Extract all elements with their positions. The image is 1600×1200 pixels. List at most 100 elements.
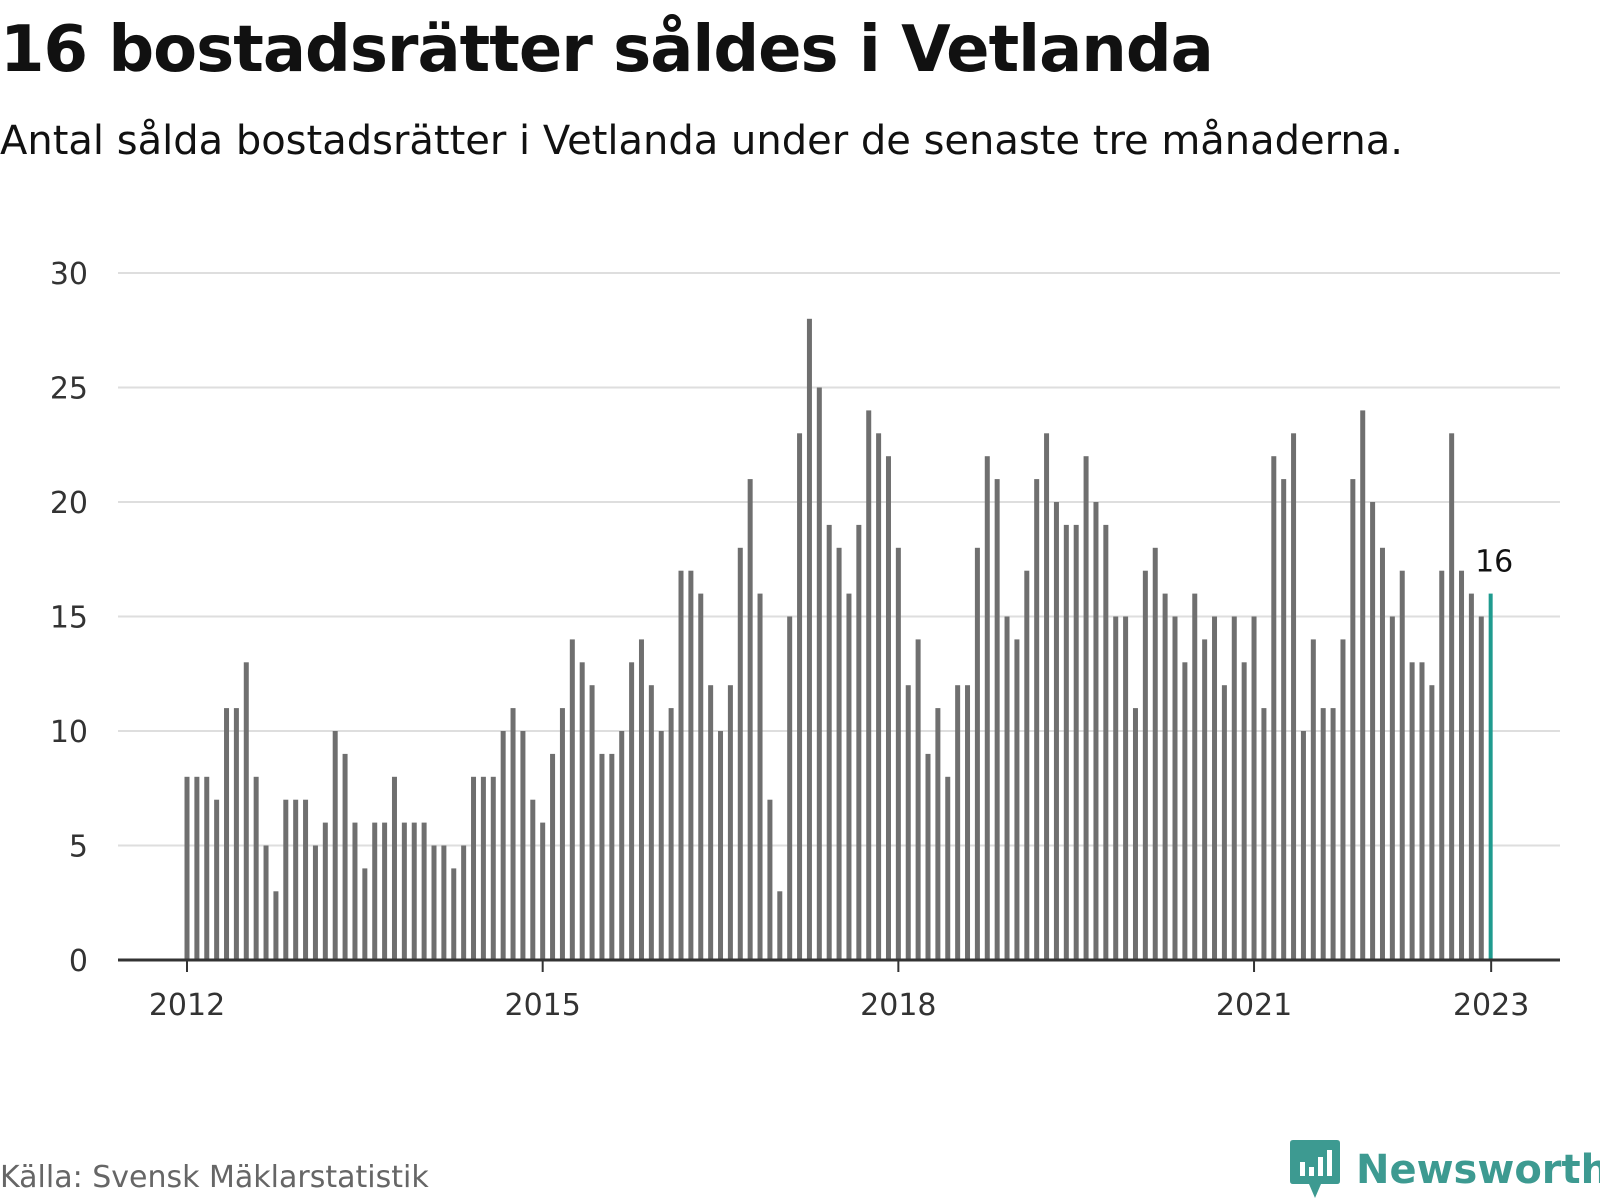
bar bbox=[678, 570, 684, 960]
bar bbox=[253, 776, 259, 960]
y-tick-label: 5 bbox=[69, 830, 88, 865]
bar bbox=[757, 593, 763, 960]
bar bbox=[411, 822, 417, 960]
bar bbox=[224, 708, 230, 960]
bar bbox=[283, 799, 289, 960]
bar bbox=[352, 822, 358, 960]
bar bbox=[1291, 433, 1297, 960]
bar bbox=[599, 753, 605, 960]
bar bbox=[925, 753, 931, 960]
bar bbox=[698, 593, 704, 960]
bar bbox=[648, 685, 654, 960]
brand-logo: Newsworthy bbox=[1290, 1140, 1600, 1200]
bar bbox=[214, 799, 220, 960]
bar bbox=[1310, 639, 1316, 960]
bar bbox=[708, 685, 714, 960]
bar bbox=[1063, 524, 1069, 960]
bar bbox=[1389, 616, 1395, 960]
bar bbox=[579, 662, 585, 960]
bar bbox=[530, 799, 536, 960]
bar bbox=[1300, 731, 1306, 960]
bar bbox=[461, 845, 467, 960]
bar bbox=[806, 318, 812, 960]
data-labels: 16 bbox=[1475, 545, 1513, 580]
y-tick-label: 15 bbox=[50, 601, 88, 636]
bar bbox=[312, 845, 318, 960]
bar bbox=[1192, 593, 1198, 960]
bar bbox=[263, 845, 269, 960]
bar bbox=[243, 662, 249, 960]
bar bbox=[1014, 639, 1020, 960]
y-tick-label: 0 bbox=[69, 944, 88, 979]
x-tick-label: 2015 bbox=[505, 988, 581, 1023]
bar bbox=[935, 708, 941, 960]
bar bbox=[856, 524, 862, 960]
bar bbox=[1083, 456, 1089, 960]
bar bbox=[1261, 708, 1267, 960]
bar bbox=[1182, 662, 1188, 960]
bar bbox=[945, 776, 951, 960]
bar bbox=[1212, 616, 1218, 960]
x-axis-ticks: 2012 2015 2018 2021 2023 bbox=[149, 960, 1529, 1023]
bar bbox=[727, 685, 733, 960]
bar bbox=[1231, 616, 1237, 960]
bar bbox=[273, 891, 279, 960]
bar bbox=[204, 776, 210, 960]
bar bbox=[589, 685, 595, 960]
bar bbox=[1152, 547, 1158, 960]
bar bbox=[1024, 570, 1030, 960]
bar bbox=[658, 731, 664, 960]
bar bbox=[1379, 547, 1385, 960]
bar bbox=[332, 731, 338, 960]
brand-name: Newsworthy bbox=[1356, 1147, 1600, 1193]
bar bbox=[787, 616, 793, 960]
bar bbox=[984, 456, 990, 960]
source-note: Källa: Svensk Mäklarstatistik bbox=[0, 1160, 429, 1195]
chart-title: 16 bostadsrätter såldes i Vetlanda bbox=[0, 13, 1214, 87]
bar bbox=[1103, 524, 1109, 960]
bar bbox=[1419, 662, 1425, 960]
bar bbox=[876, 433, 882, 960]
bar bbox=[1478, 616, 1484, 960]
bar bbox=[401, 822, 407, 960]
bar bbox=[1409, 662, 1415, 960]
bar bbox=[846, 593, 852, 960]
bar bbox=[184, 776, 190, 960]
bar bbox=[609, 753, 615, 960]
bar bbox=[1132, 708, 1138, 960]
bar bbox=[1350, 479, 1356, 960]
bar bbox=[233, 708, 239, 960]
x-tick-label: 2018 bbox=[860, 988, 936, 1023]
bar-highlight bbox=[1488, 593, 1493, 960]
bar bbox=[1221, 685, 1227, 960]
bar bbox=[688, 570, 694, 960]
bar bbox=[194, 776, 200, 960]
bar bbox=[1449, 433, 1455, 960]
bar bbox=[569, 639, 575, 960]
bar bbox=[1459, 570, 1465, 960]
bar bbox=[836, 547, 842, 960]
bar bbox=[1044, 433, 1050, 960]
bar bbox=[342, 753, 348, 960]
bar bbox=[1468, 593, 1474, 960]
bar bbox=[629, 662, 635, 960]
bar bbox=[619, 731, 625, 960]
bar bbox=[362, 868, 368, 960]
bar bbox=[955, 685, 961, 960]
bar bbox=[1202, 639, 1208, 960]
bar bbox=[500, 731, 506, 960]
bar bbox=[1073, 524, 1079, 960]
chart-subtitle: Antal sålda bostadsrätter i Vetlanda und… bbox=[0, 118, 1403, 164]
bar bbox=[915, 639, 921, 960]
bar bbox=[965, 685, 971, 960]
bars bbox=[184, 318, 1493, 960]
bar bbox=[668, 708, 674, 960]
bar bbox=[905, 685, 911, 960]
bar bbox=[826, 524, 832, 960]
bar bbox=[747, 479, 753, 960]
bar bbox=[1340, 639, 1346, 960]
bar bbox=[1330, 708, 1336, 960]
bar bbox=[441, 845, 447, 960]
bar bbox=[303, 799, 309, 960]
bar bbox=[550, 753, 556, 960]
